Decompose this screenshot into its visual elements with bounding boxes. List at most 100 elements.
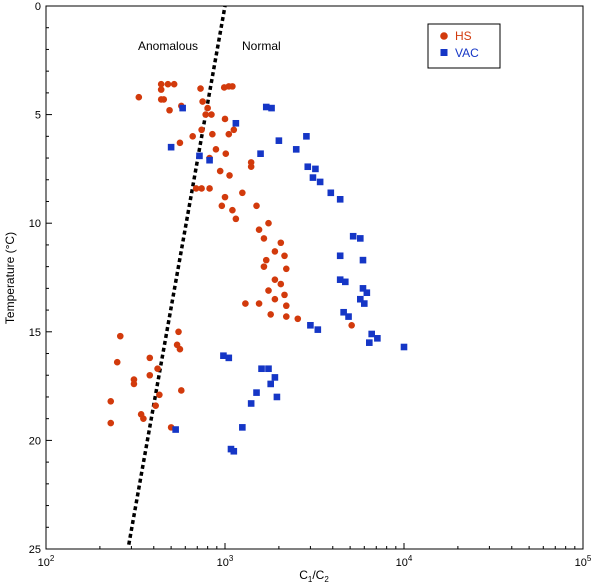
point-hs [265,287,272,294]
point-vac [167,143,175,151]
point-vac [206,156,213,164]
point-vac [336,276,344,283]
point-vac [400,343,408,351]
x-tick-exponent: 5 [587,554,592,563]
point-hs [157,80,165,88]
x-axis-title-main: C [299,568,308,582]
point-hs [157,86,165,93]
point-vac [253,389,260,396]
x-tick-label: 104 [396,554,413,569]
point-vac [307,321,314,329]
point-hs [262,256,270,264]
x-tick-base: 10 [575,557,587,569]
point-hs [146,371,154,379]
point-vac [363,289,371,297]
point-vac [327,189,335,197]
point-hs [156,391,163,399]
point-vac [271,374,279,381]
point-hs [221,115,229,123]
point-hs [230,126,238,134]
legend-label-hs: HS [455,29,472,43]
point-hs [197,85,204,92]
point-vac [345,313,352,320]
x-tick-base: 10 [396,557,408,569]
x-tick-base: 10 [38,557,50,569]
point-hs [192,185,200,192]
point-hs [277,239,285,247]
legend-box [427,23,501,69]
x-axis-title: C1/C2 [299,568,329,584]
point-hs [170,80,178,88]
point-hs [282,265,290,273]
legend-label-vac: VAC [455,46,479,60]
point-hs [242,300,249,307]
point-hs [267,311,274,318]
point-vac [275,137,283,144]
point-hs [160,96,168,103]
trend-line [127,5,227,545]
point-vac [314,326,322,333]
point-vac [304,163,312,171]
point-hs [282,302,290,310]
x-axis-title-sub2: 2 [324,575,329,584]
x-axis: 102 103 104 105 [38,543,592,569]
point-hs [178,387,185,394]
point-hs [166,106,173,114]
point-vac [262,103,270,111]
point-hs [348,321,355,329]
point-vac [172,426,179,433]
point-vac [292,146,300,153]
x-axis-title-sub1: 1 [308,575,313,584]
point-hs [281,291,288,299]
legend-marker-vac [440,49,448,56]
point-hs [239,189,246,197]
point-hs [154,365,161,373]
point-vac [232,119,240,127]
legend: HS VAC [427,23,501,69]
point-vac [360,300,368,307]
point-vac [336,196,344,203]
point-vac [366,339,373,346]
y-tick-label: 15 [29,327,41,339]
point-hs [140,415,147,422]
point-vac [342,278,349,286]
x-tick-base: 10 [217,557,229,569]
y-tick-label: 0 [35,1,41,13]
point-hs [189,133,196,140]
point-hs [255,300,263,307]
point-vac [359,285,367,292]
point-hs [281,252,288,260]
point-vac [359,256,367,264]
point-vac [312,165,319,173]
x-tick-exponent: 2 [50,554,55,563]
point-hs [204,104,211,112]
point-hs [277,280,285,288]
point-hs [260,263,268,270]
point-hs [271,295,279,303]
x-tick-label: 102 [38,554,55,569]
point-hs [209,130,216,138]
point-vac [268,104,275,112]
point-hs [232,215,240,223]
point-vac [179,104,186,112]
annotation-normal: Normal [242,39,281,53]
point-hs [216,167,224,175]
point-vac [336,252,344,260]
point-vac [340,308,347,316]
point-hs [271,248,279,255]
point-hs [222,150,230,157]
point-hs [113,358,121,366]
y-tick-label: 20 [29,435,41,447]
point-hs [130,380,138,388]
x-tick-label: 105 [575,554,592,569]
point-hs [176,345,184,353]
point-hs [260,235,268,242]
point-hs [206,185,213,192]
point-hs [208,111,215,118]
plot-frame [45,5,584,550]
point-vac [247,400,255,407]
y-axis-title: Temperature (°C) [3,232,17,324]
x-tick-label: 103 [217,554,234,569]
point-hs [107,419,115,427]
point-vac [196,152,203,160]
